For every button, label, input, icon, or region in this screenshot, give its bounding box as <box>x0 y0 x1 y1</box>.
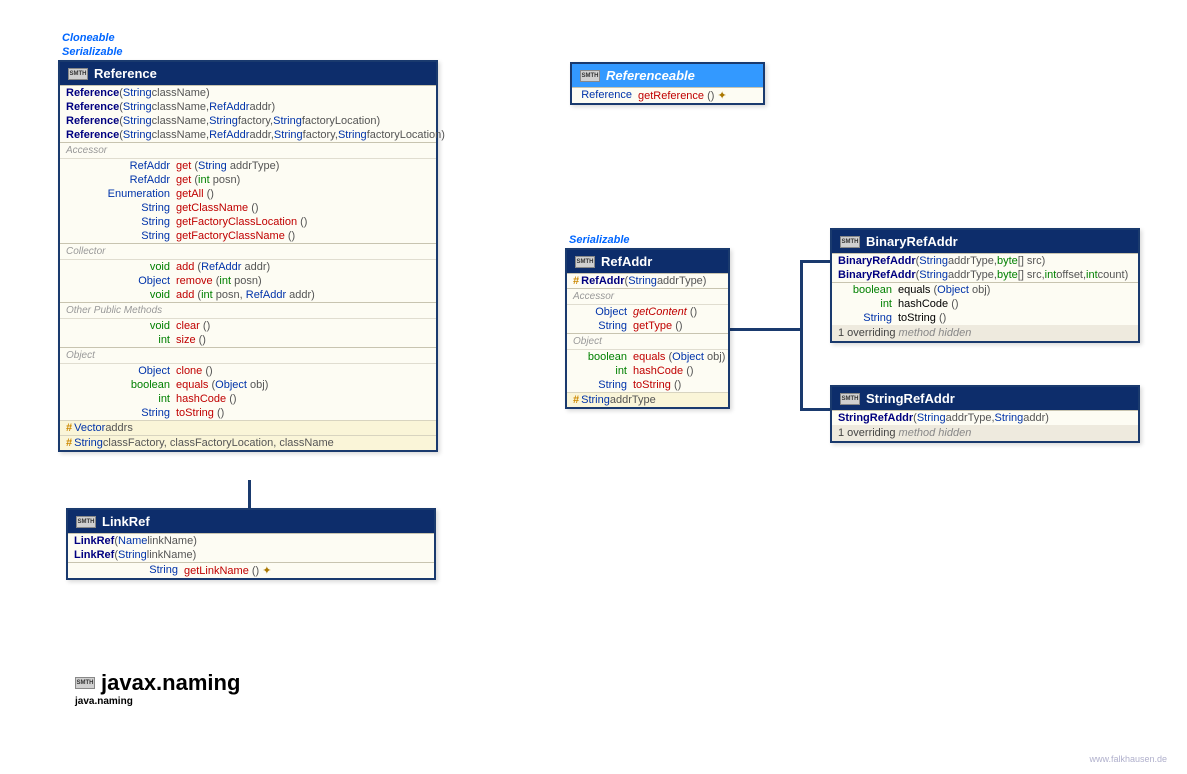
class-referenceable: SMTH Referenceable Reference getReferenc… <box>570 62 765 105</box>
field-row: #String classFactory, classFactoryLocati… <box>60 435 436 450</box>
class-header: SMTH LinkRef <box>68 510 434 533</box>
class-name: Referenceable <box>606 68 695 83</box>
constructor-row: BinaryRefAddr (String addrType, byte[] s… <box>832 268 1138 282</box>
constructor-row: Reference (String className, RefAddr add… <box>60 128 436 142</box>
constructor-row: LinkRef (String linkName) <box>68 548 434 562</box>
class-header: SMTH StringRefAddr <box>832 387 1138 410</box>
method-row: void add (int posn, RefAddr addr) <box>60 288 436 302</box>
class-icon: SMTH <box>76 516 96 528</box>
class-linkref: SMTH LinkRef LinkRef (Name linkName)Link… <box>66 508 436 580</box>
method-row: String toString () <box>567 378 728 392</box>
section-label: Accessor <box>60 143 436 159</box>
method-row: Object clone () <box>60 364 436 378</box>
method-row: String getLinkName () ✦ <box>68 563 434 578</box>
method-row: int size () <box>60 333 436 347</box>
constructor-row: LinkRef (Name linkName) <box>68 534 434 548</box>
class-stringrefaddr: SMTH StringRefAddr StringRefAddr (String… <box>830 385 1140 443</box>
method-row: void add (RefAddr addr) <box>60 260 436 274</box>
connector-line <box>248 480 251 508</box>
constructor-row: #RefAddr (String addrType) <box>567 274 728 288</box>
constructor-row: StringRefAddr (String addrType, String a… <box>832 411 1138 425</box>
class-name: RefAddr <box>601 254 652 269</box>
method-row: boolean equals (Object obj) <box>567 350 728 364</box>
method-row: boolean equals (Object obj) <box>60 378 436 392</box>
class-icon: SMTH <box>840 393 860 405</box>
class-icon: SMTH <box>575 256 595 268</box>
class-name: BinaryRefAddr <box>866 234 958 249</box>
method-row: String getClassName () <box>60 201 436 215</box>
method-row: Object remove (int posn) <box>60 274 436 288</box>
hidden-note: 1 overriding method hidden <box>832 325 1138 341</box>
method-row: String getFactoryClassLocation () <box>60 215 436 229</box>
package-icon: SMTH <box>75 677 95 689</box>
method-row: String toString () <box>832 311 1138 325</box>
section-label: Collector <box>60 244 436 260</box>
class-header: SMTH BinaryRefAddr <box>832 230 1138 253</box>
method-row: int hashCode () <box>60 392 436 406</box>
section-label: Accessor <box>567 289 728 305</box>
class-name: Reference <box>94 66 157 81</box>
class-icon: SMTH <box>580 70 600 82</box>
method-row: int hashCode () <box>832 297 1138 311</box>
class-name: LinkRef <box>102 514 150 529</box>
method-row: String toString () <box>60 406 436 420</box>
connector-line <box>730 328 800 331</box>
constructor-row: Reference (String className) <box>60 86 436 100</box>
package-label: SMTH javax.naming java.naming <box>75 670 240 707</box>
method-row: RefAddr get (int posn) <box>60 173 436 187</box>
method-row: String getFactoryClassName () <box>60 229 436 243</box>
implements-label: Cloneable <box>62 32 115 44</box>
class-icon: SMTH <box>68 68 88 80</box>
package-name: javax.naming <box>101 670 240 696</box>
class-header: SMTH Referenceable <box>572 64 763 87</box>
section-label: Object <box>567 334 728 350</box>
class-reference: SMTH Reference Reference (String classNa… <box>58 60 438 452</box>
module-name: java.naming <box>75 696 240 707</box>
method-row: boolean equals (Object obj) <box>832 283 1138 297</box>
class-header: SMTH Reference <box>60 62 436 85</box>
class-header: SMTH RefAddr <box>567 250 728 273</box>
method-row: int hashCode () <box>567 364 728 378</box>
class-refaddr: SMTH RefAddr #RefAddr (String addrType)A… <box>565 248 730 409</box>
field-row: #Vector addrs <box>60 420 436 435</box>
credit-link[interactable]: www.falkhausen.de <box>1089 754 1167 764</box>
class-name: StringRefAddr <box>866 391 955 406</box>
constructor-row: Reference (String className, String fact… <box>60 114 436 128</box>
implements-label: Serializable <box>569 234 630 246</box>
class-icon: SMTH <box>840 236 860 248</box>
method-row: String getType () <box>567 319 728 333</box>
method-row: Enumeration getAll () <box>60 187 436 201</box>
section-label: Other Public Methods <box>60 303 436 319</box>
connector-line <box>800 260 803 410</box>
constructor-row: BinaryRefAddr (String addrType, byte[] s… <box>832 254 1138 268</box>
method-row: Reference getReference () ✦ <box>572 88 763 103</box>
connector-line <box>800 408 830 411</box>
hidden-note: 1 overriding method hidden <box>832 425 1138 441</box>
method-row: Object getContent () <box>567 305 728 319</box>
connector-line <box>800 260 830 263</box>
method-row: RefAddr get (String addrType) <box>60 159 436 173</box>
field-row: #String addrType <box>567 392 728 407</box>
implements-label: Serializable <box>62 46 123 58</box>
class-binaryrefaddr: SMTH BinaryRefAddr BinaryRefAddr (String… <box>830 228 1140 343</box>
section-label: Object <box>60 348 436 364</box>
method-row: void clear () <box>60 319 436 333</box>
constructor-row: Reference (String className, RefAddr add… <box>60 100 436 114</box>
